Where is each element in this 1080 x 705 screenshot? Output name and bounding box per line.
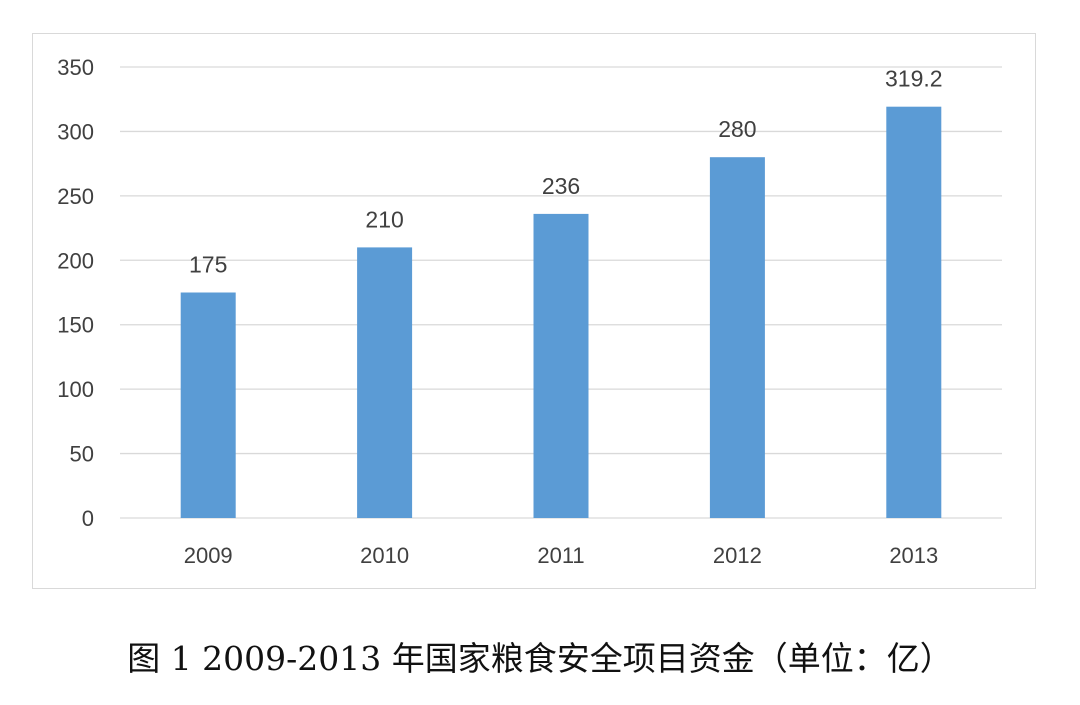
x-tick-label: 2009 — [184, 543, 233, 568]
x-tick-label: 2011 — [537, 543, 584, 568]
data-labels: 175 210 236 280 319.2 — [189, 66, 943, 278]
y-tick-label: 200 — [57, 248, 94, 273]
y-tick-label: 250 — [57, 184, 94, 209]
bar — [533, 213, 589, 518]
data-label: 210 — [365, 206, 403, 232]
x-tick-label: 2010 — [360, 543, 409, 568]
x-tick-label: 2013 — [889, 543, 938, 568]
y-tick-label: 350 — [57, 55, 94, 80]
bar — [180, 292, 236, 518]
bar — [709, 157, 765, 518]
figure-caption: 图 1 2009-2013 年国家粮食安全项目资金（单位：亿） — [127, 639, 953, 678]
y-axis-ticks: 0 50 100 150 200 250 300 350 — [57, 55, 94, 531]
y-tick-label: 0 — [82, 506, 94, 531]
data-label: 319.2 — [885, 66, 943, 92]
bar — [357, 247, 413, 518]
data-label: 236 — [542, 173, 580, 199]
x-axis-ticks: 2009 2010 2011 2012 2013 — [184, 543, 939, 568]
data-label: 280 — [718, 116, 756, 142]
bars — [180, 106, 942, 519]
y-tick-label: 300 — [57, 119, 94, 144]
bar — [886, 106, 942, 519]
y-tick-label: 150 — [57, 313, 94, 338]
y-tick-label: 50 — [70, 442, 94, 467]
y-tick-label: 100 — [57, 377, 94, 402]
x-tick-label: 2012 — [713, 543, 762, 568]
data-label: 175 — [189, 252, 227, 278]
